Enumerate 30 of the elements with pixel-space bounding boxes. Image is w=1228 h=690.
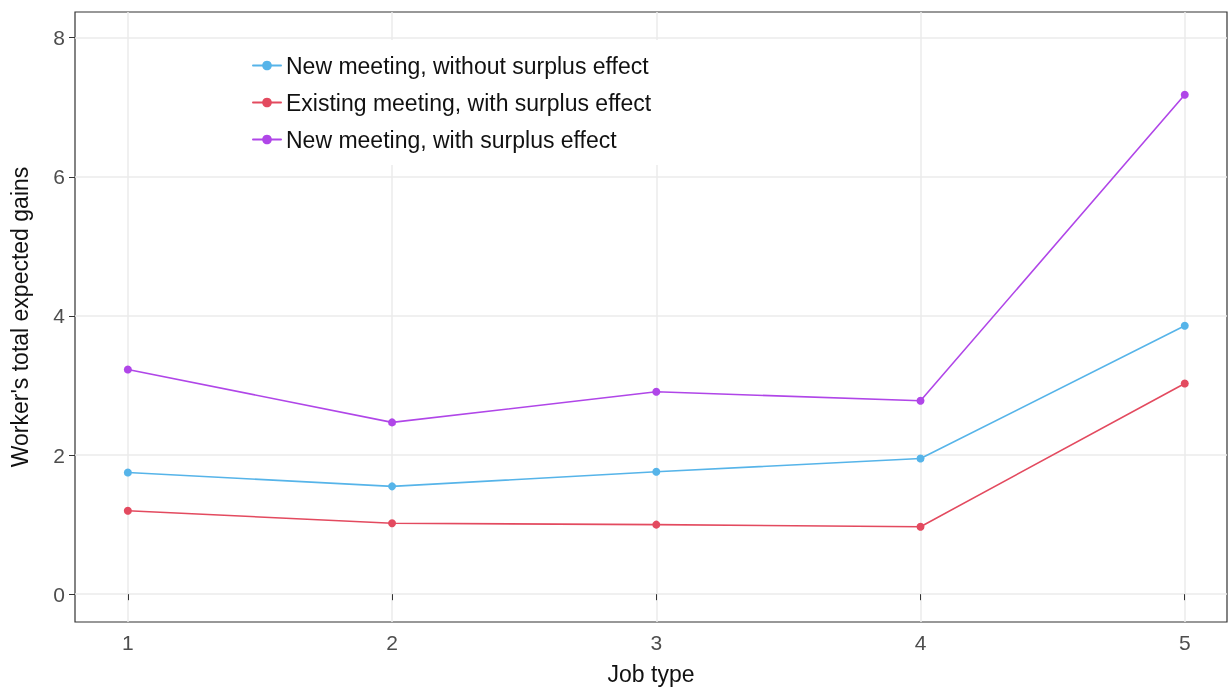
point [123, 365, 132, 374]
point [388, 519, 397, 528]
point [916, 396, 925, 405]
x-tick-label: 5 [1178, 631, 1191, 654]
legend-label: New meeting, with surplus effect [286, 126, 618, 153]
y-tick-label: 8 [53, 26, 65, 50]
point [1180, 379, 1189, 388]
point [916, 454, 925, 463]
point [123, 506, 132, 515]
y-tick-label: 4 [53, 304, 66, 328]
point [388, 482, 397, 491]
y-axis-title: Worker's total expected gains [6, 166, 33, 468]
legend-label: New meeting, without surplus effect [286, 52, 650, 79]
point [652, 467, 661, 476]
point [652, 520, 661, 529]
legend-label: Existing meeting, with surplus effect [286, 89, 652, 116]
x-tick-label: 3 [650, 631, 663, 654]
point [388, 418, 397, 427]
point [123, 468, 132, 477]
x-tick-label: 4 [914, 631, 927, 654]
x-tick-label: 2 [386, 631, 398, 654]
point [1180, 321, 1189, 330]
x-tick-label: 1 [122, 631, 134, 654]
point [652, 387, 661, 396]
y-tick-label: 0 [53, 582, 65, 606]
y-tick-label: 2 [53, 443, 65, 467]
point [1180, 90, 1189, 99]
point [916, 522, 925, 531]
y-tick-label: 6 [53, 165, 65, 189]
x-axis-title: Job type [607, 660, 695, 687]
